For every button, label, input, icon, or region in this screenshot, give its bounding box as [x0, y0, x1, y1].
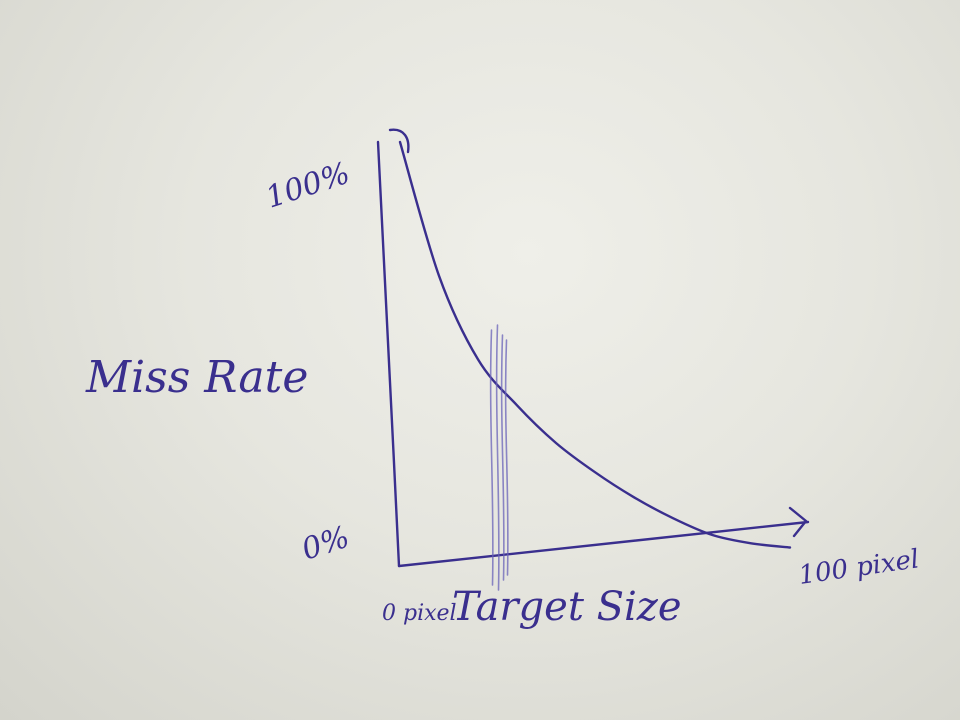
marker-stroke — [495, 324, 500, 591]
marker-stroke — [500, 334, 505, 581]
marker-stroke — [504, 339, 509, 576]
x-tick-100: 100 pixel — [797, 544, 921, 591]
target-size-marker-line — [489, 324, 509, 591]
x-axis — [397, 520, 810, 568]
y-axis-label: Miss Rate — [85, 352, 308, 403]
x-axis-label: Target Size — [452, 584, 682, 630]
y-axis — [376, 140, 401, 568]
y-tick-100: 100% — [262, 156, 354, 216]
miss-rate-curve — [398, 140, 792, 549]
marker-stroke — [489, 329, 494, 586]
y-tick-0: 0% — [298, 520, 354, 568]
x-tick-0: 0 pixel — [382, 601, 457, 626]
x-axis-arrowhead — [788, 506, 808, 538]
curve-start-hook — [388, 128, 410, 154]
